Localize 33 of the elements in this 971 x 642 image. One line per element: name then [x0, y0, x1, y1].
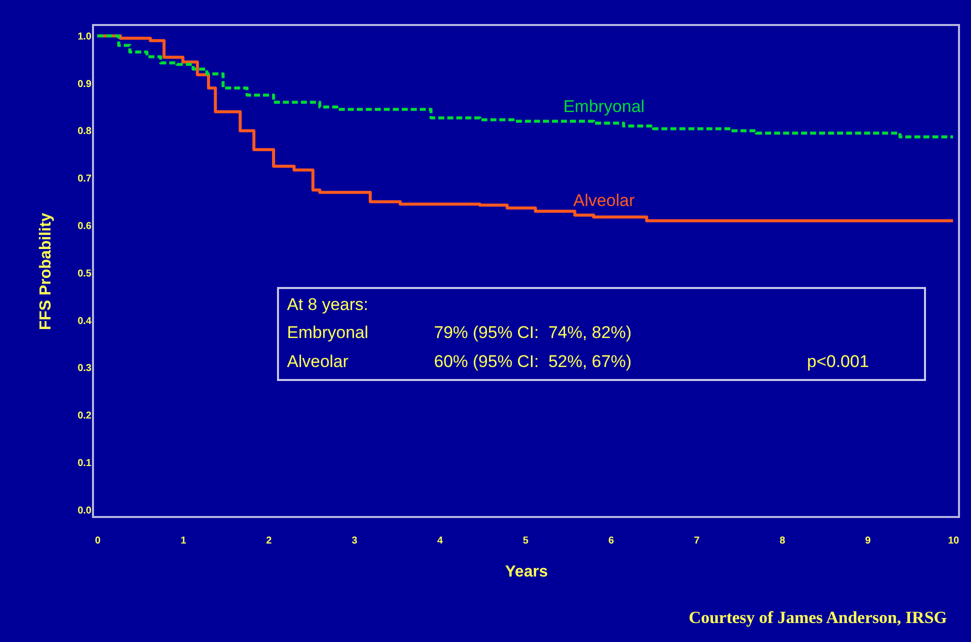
y-tick-label: 0.7: [78, 174, 92, 185]
y-tick-label: 0.3: [78, 363, 92, 374]
x-tick-label: 0: [94, 536, 101, 546]
x-tick-label: 9: [865, 536, 872, 546]
x-tick-label: 3: [352, 536, 358, 546]
x-tick-label: 7: [694, 536, 700, 546]
y-tick-label: 0.8: [78, 126, 92, 138]
annotation: At 8 years:: [287, 295, 368, 315]
annotation: Alveolar: [287, 352, 348, 372]
y-tick-label: 0.1: [78, 458, 92, 469]
y-axis-title: FFS Probability: [38, 212, 55, 330]
x-tick-label: 8: [780, 536, 786, 546]
x-tick-label: 6: [608, 536, 614, 546]
x-tick-label: 4: [437, 536, 444, 546]
y-tick-label: 0.6: [78, 220, 92, 232]
y-tick-label: 0.2: [78, 410, 92, 422]
x-tick-label: 10: [948, 536, 960, 546]
x-tick-label: 5: [522, 536, 529, 546]
y-tick-label: 0.9: [78, 78, 92, 90]
annotation: 60% (95% CI: 52%, 67%): [434, 352, 632, 372]
series-label: Embryonal: [563, 97, 645, 116]
x-tick-label: 1: [180, 536, 187, 546]
y-tick-label: 1.0: [78, 31, 92, 42]
text: Courtesy of James Anderson, IRSG: [688, 608, 947, 628]
annotation: 79% (95% CI: 74%, 82%): [434, 323, 632, 343]
x-tick-label: 2: [266, 536, 272, 546]
y-tick-label: 0.5: [78, 268, 92, 280]
series-label: Alveolar: [573, 190, 635, 210]
annotation: p<0.001: [807, 352, 869, 372]
x-axis-title: Years: [505, 564, 548, 580]
y-tick-label: 0.0: [78, 505, 92, 516]
y-tick-label: 0.4: [78, 316, 92, 327]
annotation: Embryonal: [287, 323, 368, 343]
